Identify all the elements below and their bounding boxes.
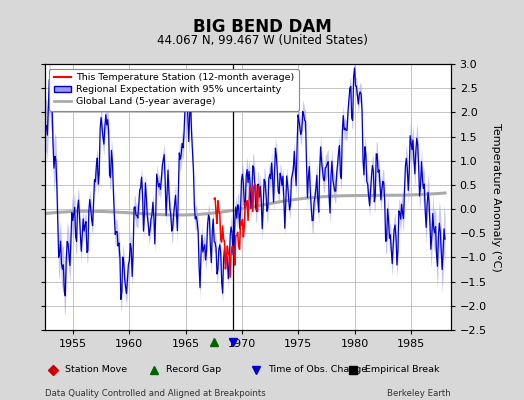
Text: Data Quality Controlled and Aligned at Breakpoints: Data Quality Controlled and Aligned at B… xyxy=(45,389,265,398)
Text: Station Move: Station Move xyxy=(65,365,127,374)
Legend: This Temperature Station (12-month average), Regional Expectation with 95% uncer: This Temperature Station (12-month avera… xyxy=(49,69,299,111)
Text: Time of Obs. Change: Time of Obs. Change xyxy=(268,365,367,374)
Text: Record Gap: Record Gap xyxy=(167,365,222,374)
Y-axis label: Temperature Anomaly (°C): Temperature Anomaly (°C) xyxy=(490,123,500,271)
Text: Empirical Break: Empirical Break xyxy=(365,365,440,374)
Text: Berkeley Earth: Berkeley Earth xyxy=(387,389,451,398)
Text: BIG BEND DAM: BIG BEND DAM xyxy=(193,18,331,36)
Text: 44.067 N, 99.467 W (United States): 44.067 N, 99.467 W (United States) xyxy=(157,34,367,47)
